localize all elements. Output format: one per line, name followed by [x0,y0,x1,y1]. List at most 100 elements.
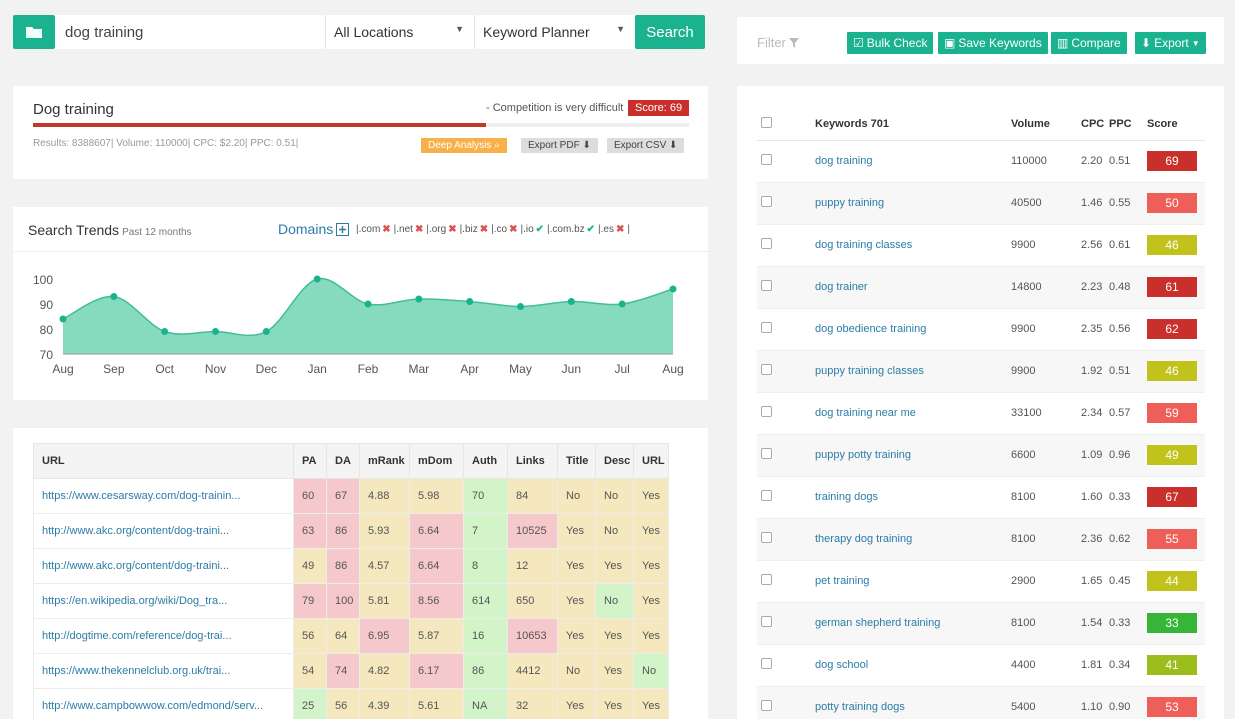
column-header[interactable]: URL [33,443,294,479]
column-header[interactable]: PPC [1109,108,1147,141]
row-checkbox[interactable] [761,238,772,249]
row-checkbox[interactable] [761,574,772,585]
row-checkbox-cell [757,518,815,561]
metric-cell: 86 [463,653,508,689]
table-row[interactable]: puppy training 40500 1.46 0.55 50 [757,182,1205,225]
column-header[interactable]: Volume [1011,108,1081,141]
metric-cell: Yes [633,478,669,514]
bulk-check-button[interactable]: ☑ Bulk Check [847,32,934,54]
table-row[interactable]: dog training near me 33100 2.34 0.57 59 [757,392,1205,435]
table-row[interactable]: dog training 110000 2.20 0.51 69 [757,140,1205,183]
keyword-link[interactable]: puppy potty training [815,434,1011,477]
table-row[interactable]: german shepherd training 8100 1.54 0.33 33 [757,602,1205,645]
column-header[interactable]: Score [1147,108,1205,141]
column-header[interactable]: CPC [1081,108,1109,141]
row-checkbox[interactable] [761,532,772,543]
table-row[interactable]: therapy dog training 8100 2.36 0.62 55 [757,518,1205,561]
domains-toggle[interactable]: Domains [278,221,350,237]
volume-cell: 9900 [1011,350,1081,393]
keyword-toolbar: Filter ☑ Bulk Check ▣ Save Keywords ▥ Compa… [737,17,1224,64]
result-url-link[interactable]: https://www.thekennelclub.org.uk/trai... [33,653,294,689]
result-url-link[interactable]: http://www.campbowwow.com/edmond/serv... [33,688,294,719]
cross-icon: ✖ [414,224,424,235]
row-checkbox[interactable] [761,406,772,417]
metric-cell: 6.64 [409,548,464,584]
table-row[interactable]: potty training dogs 5400 1.10 0.90 53 [757,686,1205,719]
keyword-link[interactable]: dog trainer [815,266,1011,309]
filter-button[interactable]: Filter [757,35,799,50]
cross-icon: ✖ [509,224,518,235]
row-checkbox[interactable] [761,280,772,291]
column-header[interactable]: PA [293,443,327,479]
keyword-link[interactable]: german shepherd training [815,602,1011,645]
row-checkbox[interactable] [761,490,772,501]
table-row[interactable]: training dogs 8100 1.60 0.33 67 [757,476,1205,519]
score-cell: 46 [1147,224,1205,267]
keyword-link[interactable]: puppy training [815,182,1011,225]
tool-select[interactable]: Keyword Planner ▼ [474,15,635,49]
row-checkbox[interactable] [761,658,772,669]
result-url-link[interactable]: http://dogtime.com/reference/dog-trai... [33,618,294,654]
cpc-cell: 2.34 [1081,392,1109,435]
table-row[interactable]: dog trainer 14800 2.23 0.48 61 [757,266,1205,309]
export-csv-button[interactable]: Export CSV ⬇ [607,138,685,153]
ppc-cell: 0.56 [1109,308,1147,351]
tool-select-value: Keyword Planner [483,24,590,40]
search-input[interactable]: dog training [55,15,325,49]
keyword-link[interactable]: pet training [815,560,1011,603]
table-row[interactable]: dog training classes 9900 2.56 0.61 46 [757,224,1205,267]
column-header[interactable]: Links [507,443,558,479]
result-url-link[interactable]: http://www.akc.org/content/dog-traini... [33,513,294,549]
export-dropdown-button[interactable]: ⬇ Export ▼ [1135,32,1206,54]
column-header[interactable]: Keywords 701 [815,108,1011,141]
deep-analysis-button[interactable]: Deep Analysis ⌕ [421,138,507,153]
row-checkbox[interactable] [761,322,772,333]
table-row[interactable]: dog school 4400 1.81 0.34 41 [757,644,1205,687]
keyword-link[interactable]: puppy training classes [815,350,1011,393]
column-header[interactable]: Title [557,443,596,479]
metric-cell: 86 [326,548,360,584]
metric-cell: 10525 [507,513,558,549]
export-pdf-button[interactable]: Export PDF ⬇ [521,138,598,153]
row-checkbox[interactable] [761,364,772,375]
keyword-link[interactable]: dog training [815,140,1011,183]
result-url-link[interactable]: https://www.cesarsway.com/dog-trainin... [33,478,294,514]
row-checkbox[interactable] [761,196,772,207]
trend-point [517,303,524,310]
keyword-link[interactable]: dog training near me [815,392,1011,435]
row-checkbox[interactable] [761,700,772,711]
difficulty-progress-bar [33,123,689,127]
column-header[interactable]: mRank [359,443,410,479]
score-cell: 41 [1147,644,1205,687]
location-select[interactable]: All Locations ▼ [325,15,474,49]
keyword-link[interactable]: potty training dogs [815,686,1011,719]
metric-cell: Yes [557,513,596,549]
result-url-link[interactable]: https://en.wikipedia.org/wiki/Dog_tra... [33,583,294,619]
column-header[interactable]: DA [326,443,360,479]
download-icon: ⬇ [1141,36,1152,50]
column-header[interactable]: Auth [463,443,508,479]
table-row[interactable]: dog obedience training 9900 2.35 0.56 62 [757,308,1205,351]
row-checkbox[interactable] [761,448,772,459]
compare-button[interactable]: ▥ Compare [1051,32,1127,54]
trend-point [567,298,575,305]
select-all-checkbox[interactable] [761,116,772,128]
row-checkbox[interactable] [761,154,772,165]
keyword-link[interactable]: therapy dog training [815,518,1011,561]
open-folder-button[interactable] [13,15,55,49]
score-badge: Score: 69 [628,100,690,116]
table-row[interactable]: puppy potty training 6600 1.09 0.96 49 [757,434,1205,477]
save-keywords-button[interactable]: ▣ Save Keywords [938,32,1048,54]
result-url-link[interactable]: http://www.akc.org/content/dog-traini... [33,548,294,584]
column-header[interactable]: URL [633,443,669,479]
keyword-link[interactable]: training dogs [815,476,1011,519]
keyword-link[interactable]: dog training classes [815,224,1011,267]
keyword-link[interactable]: dog school [815,644,1011,687]
keyword-link[interactable]: dog obedience training [815,308,1011,351]
search-button[interactable]: Search [635,15,705,49]
table-row[interactable]: pet training 2900 1.65 0.45 44 [757,560,1205,603]
row-checkbox[interactable] [761,616,772,627]
column-header[interactable]: Desc [595,443,634,479]
table-row[interactable]: puppy training classes 9900 1.92 0.51 46 [757,350,1205,393]
column-header[interactable]: mDom [409,443,464,479]
